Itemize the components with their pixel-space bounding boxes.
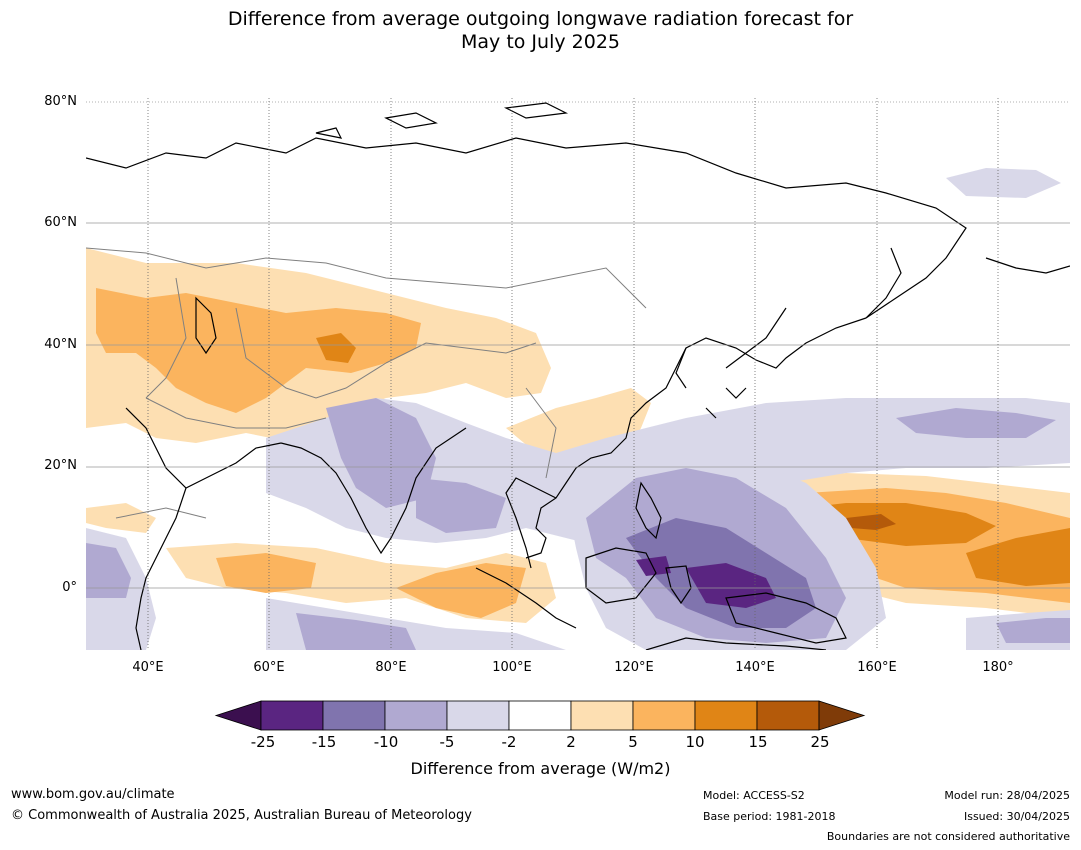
colorbar-label: Difference from average (W/m2) [410, 759, 671, 778]
map-panel [86, 98, 1070, 650]
colorbar-swatch [632, 700, 696, 731]
colorbar-tick: -5 [439, 733, 455, 751]
anomaly-south-indian-ocean-mid [296, 613, 416, 650]
colorbar-tick: -2 [501, 733, 517, 751]
anomaly-maritime-core [686, 563, 776, 608]
coast-caspian [195, 296, 217, 355]
footer-url: www.bom.gov.au/climate [11, 787, 175, 802]
coast-new-guinea [725, 592, 847, 644]
anomaly-npac-mid [896, 408, 1056, 438]
colorbar-swatch [508, 700, 572, 731]
lon-label-120e: 120°E [614, 660, 654, 675]
anomaly-south-pacific-mid [996, 618, 1070, 643]
coast-east-asia [525, 317, 867, 559]
anomaly-east-africa-mid [86, 543, 131, 598]
coast-sulawesi [665, 565, 692, 605]
coast-indochina [505, 477, 557, 569]
coast-philippines [635, 481, 662, 540]
colorbar-arrow-low [214, 700, 262, 731]
anomaly-indian-ocean-mid [216, 553, 316, 593]
lon-label-160e: 160°E [857, 660, 897, 675]
colorbar-tick: 15 [748, 733, 768, 751]
anomaly-arctic-east [946, 168, 1061, 198]
colorbar-tick: 5 [628, 733, 638, 751]
coast-arctic [86, 137, 967, 319]
coast-kamchatka [865, 247, 902, 319]
coast-korea-japan [675, 307, 787, 389]
colorbar-swatch [260, 700, 324, 731]
anomaly-west-africa [86, 503, 156, 533]
coast-india [280, 427, 467, 555]
footer-model-run: Model run: 28/04/2025 [944, 789, 1070, 802]
colorbar-arrow-high [818, 700, 866, 731]
footer-boundaries-note: Boundaries are not considered authoritat… [826, 830, 1070, 843]
anomaly-tibet-dark [316, 333, 356, 363]
lon-label-100e: 100°E [492, 660, 532, 675]
coast-australia [645, 637, 827, 650]
colorbar-tick: -25 [250, 733, 276, 751]
lon-label-140e: 140°E [735, 660, 775, 675]
lon-label-40e: 40°E [132, 660, 164, 675]
colorbar-tick: 10 [685, 733, 705, 751]
map-title-line2: May to July 2025 [461, 31, 620, 53]
colorbar-swatch [570, 700, 634, 731]
footer-base-period: Base period: 1981-2018 [703, 810, 836, 823]
anomaly-bay-bengal-mid [416, 478, 506, 533]
coast-japan-islands [705, 387, 747, 419]
map-title: Difference from average outgoing longwav… [0, 8, 1081, 54]
anomaly-maritime-core-west [636, 556, 671, 576]
colorbar-tick: -15 [311, 733, 337, 751]
lon-gridlines [147, 98, 999, 650]
footer-copyright: © Commonwealth of Australia 2025, Austra… [11, 808, 472, 823]
colorbar-tick: -10 [373, 733, 399, 751]
colorbar-swatch [694, 700, 758, 731]
olr-anomaly-map [86, 98, 1070, 650]
footer-model: Model: ACCESS-S2 [703, 789, 805, 802]
anomaly-central-asia-mid [96, 288, 421, 413]
colorbar-swatch [756, 700, 820, 731]
colorbar-swatch [322, 700, 386, 731]
lat-label-40n: 40°N [44, 337, 77, 352]
colorbar-swatch [384, 700, 448, 731]
map-title-line1: Difference from average outgoing longwav… [227, 8, 854, 30]
colorbar-swatch [446, 700, 510, 731]
anomaly-india-mid [326, 398, 436, 508]
coastlines [86, 102, 1070, 650]
colorbar [214, 700, 866, 731]
lat-label-0: 0° [62, 580, 77, 595]
coast-sumatra [475, 567, 577, 629]
coast-arctic-islands [315, 102, 569, 139]
coast-africa-east [135, 487, 187, 650]
anomaly-wpac-east-dark [966, 528, 1070, 586]
coast-alaska [985, 257, 1070, 274]
lon-label-180: 180° [982, 660, 1014, 675]
lon-label-80e: 80°E [375, 660, 407, 675]
anomaly-wpac-core [846, 514, 896, 530]
lat-gridlines [86, 101, 1070, 589]
country-boundaries [86, 247, 647, 519]
lat-label-20n: 20°N [44, 458, 77, 473]
footer-issued: Issued: 30/04/2025 [963, 810, 1070, 823]
colorbar-tick: 2 [566, 733, 576, 751]
lon-label-60e: 60°E [253, 660, 285, 675]
lat-label-80n: 80°N [44, 94, 77, 109]
colorbar-tick: 25 [810, 733, 830, 751]
lat-label-60n: 60°N [44, 215, 77, 230]
coast-borneo [585, 547, 657, 604]
negative-anomaly-regions [86, 168, 1070, 650]
